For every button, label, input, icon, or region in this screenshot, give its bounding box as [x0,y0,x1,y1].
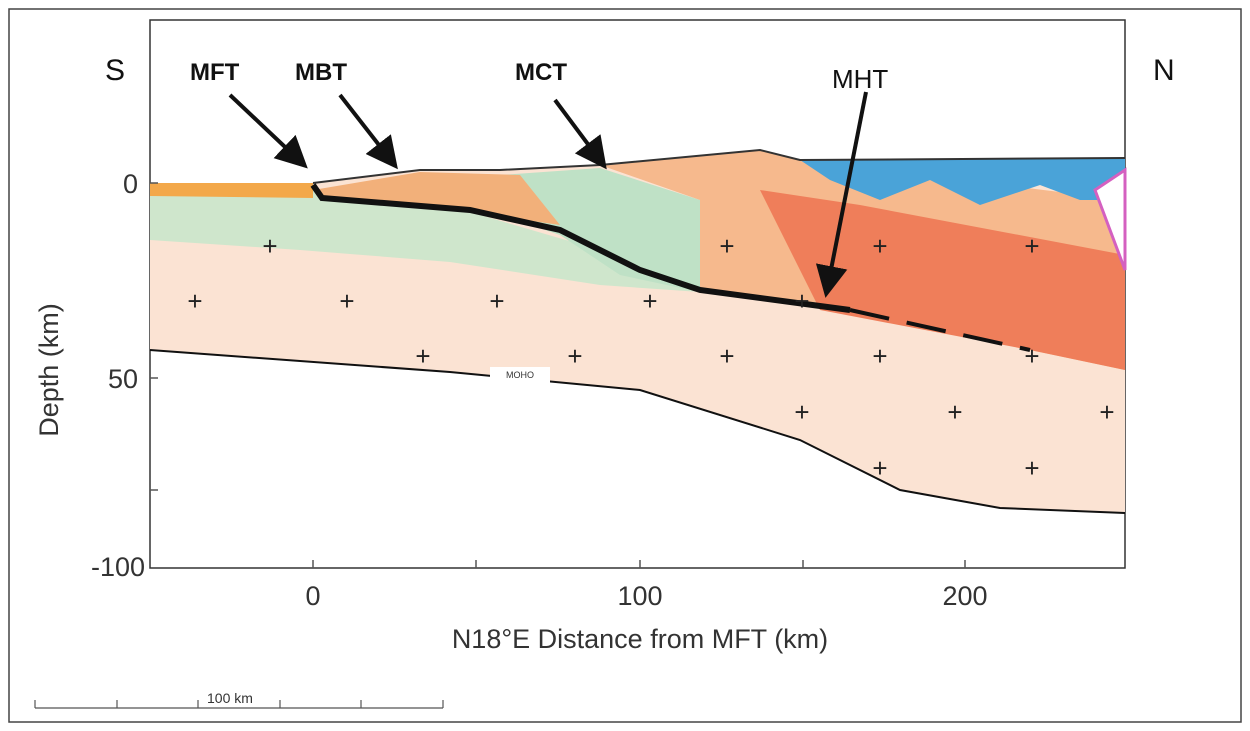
svg-text:+: + [794,397,809,427]
svg-text:+: + [489,286,504,316]
svg-text:+: + [1024,231,1039,261]
svg-text:+: + [642,286,657,316]
y-tick-label: 50 [108,364,138,394]
svg-text:+: + [262,231,277,261]
svg-text:+: + [947,397,962,427]
x-tick-label: 100 [617,581,662,611]
y-axis-label: Depth (km) [34,303,64,437]
north-label: N [1153,54,1175,87]
fault-label: MCT [515,59,567,86]
fault-label: MHT [832,64,888,94]
svg-text:+: + [794,286,809,316]
fault-label: MFT [190,59,240,86]
svg-text:+: + [1024,341,1039,371]
scale-bar-label: 100 km [207,690,253,706]
svg-text:+: + [339,286,354,316]
y-tick-label: 0 [123,169,138,199]
svg-text:+: + [415,341,430,371]
svg-text:+: + [187,286,202,316]
cross-section-figure: + + + + + + + + + + + + + + + + + + + MOHO S N MFT M… [0,0,1250,731]
svg-text:+: + [872,231,887,261]
svg-text:+: + [872,341,887,371]
svg-text:+: + [1099,397,1114,427]
svg-text:+: + [719,341,734,371]
x-axis-label: N18°E Distance from MFT (km) [452,624,828,654]
x-tick-label: 0 [305,581,320,611]
svg-text:+: + [872,453,887,483]
x-tick-label: 200 [942,581,987,611]
svg-text:+: + [1024,453,1039,483]
south-label: S [105,54,125,87]
svg-text:+: + [719,231,734,261]
fault-label: MBT [295,59,347,86]
moho-label: MOHO [506,370,534,380]
y-tick-label: -100 [91,552,145,582]
svg-text:+: + [567,341,582,371]
